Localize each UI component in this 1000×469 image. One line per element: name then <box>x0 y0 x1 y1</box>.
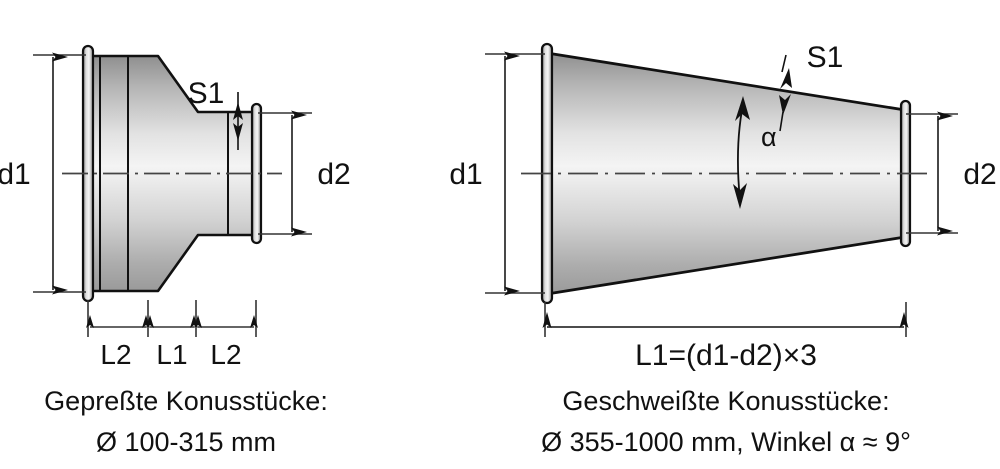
right-alpha-arrow-bottom <box>733 183 747 209</box>
right-caption-line1: Geschweißte Konusstücke: <box>562 386 889 416</box>
right-s1-arrow-down <box>780 68 792 89</box>
left-s1-label: S1 <box>188 77 225 110</box>
right-alpha-label: α <box>761 122 777 152</box>
right-s1-label: S1 <box>807 41 844 74</box>
right-l1-label: L1=(d1-d2)×3 <box>635 339 817 372</box>
left-caption-line1: Gepreßte Konusstücke: <box>44 386 328 416</box>
right-s1-leader <box>781 54 787 73</box>
right-s1-arrow-up <box>779 94 791 115</box>
left-d2-label: d2 <box>317 158 350 191</box>
right-caption-line2: Ø 355-1000 mm, Winkel α ≈ 9° <box>541 427 911 457</box>
right-d1-label: d1 <box>449 158 482 191</box>
left-l1-label: L1 <box>156 339 187 370</box>
left-d1-label: d1 <box>0 158 31 191</box>
right-figure-group: d1 d2 α S1 L1=(d1-d2)×3 Geschweißte Kon <box>449 41 996 457</box>
right-alpha-arrow-top <box>735 96 750 121</box>
right-d2-label: d2 <box>963 158 996 191</box>
left-l2a-label: L2 <box>100 339 131 370</box>
left-s1-arrow-up <box>233 123 243 141</box>
right-s1-leader-lower <box>779 111 784 132</box>
left-figure-group: d1 d2 S1 L2 L1 L2 Gepreßte Konusstücke: <box>0 44 351 457</box>
left-l2b-label: L2 <box>210 339 241 370</box>
left-s1-arrow-down <box>233 102 243 120</box>
left-caption-line2: Ø 100-315 mm <box>96 427 276 457</box>
